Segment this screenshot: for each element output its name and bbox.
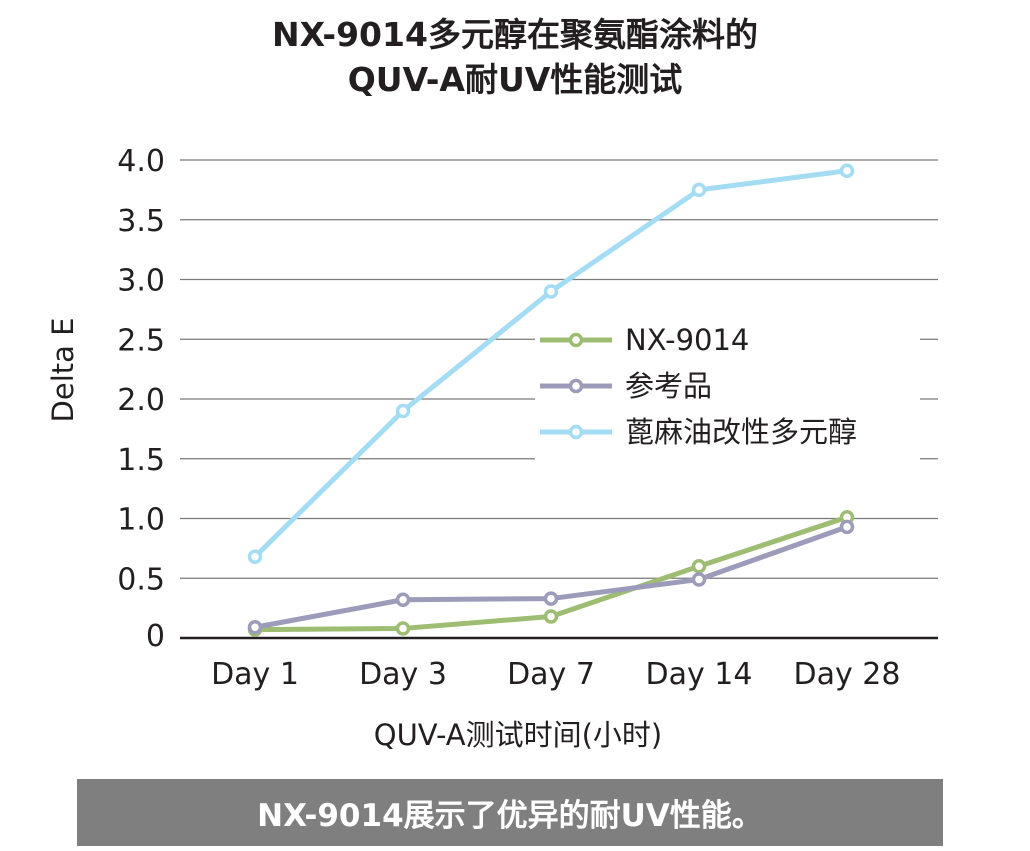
data-point: [543, 284, 559, 299]
line-chart: 00.51.01.52.02.53.03.54.0 Day 1 Day 3 Day …: [46, 144, 938, 752]
legend-entry: NX-9014: [625, 323, 749, 357]
series-lines: [247, 163, 855, 637]
y-axis-label: Delta E: [46, 318, 80, 423]
x-tick-label: Day 28: [794, 657, 901, 692]
legend-swatch-marker: [568, 332, 584, 348]
x-axis-label: QUV-A测试时间(小时): [374, 718, 663, 752]
y-tick-label: 3.5: [117, 204, 165, 239]
y-tick-label: 2.5: [117, 323, 165, 358]
chart-title-line-1: NX-9014多元醇在聚氨酯涂料的: [272, 15, 758, 54]
x-tick-labels: Day 1 Day 3 Day 7 Day 14 Day 28: [211, 657, 900, 692]
data-point: [395, 621, 411, 636]
chart-title-line-2: QUV-A耐UV性能测试: [347, 60, 683, 99]
y-tick-label: 1.5: [117, 443, 165, 478]
data-point: [839, 163, 855, 179]
data-point: [395, 403, 411, 419]
y-tick-labels: 0 0.5 1.0 1.5 2.0 2.5 3.0 3.5 4.0: [117, 144, 165, 654]
legend-entry: 参考品: [625, 369, 712, 403]
caption-text: NX-9014展示了优异的耐UV性能。: [257, 798, 763, 834]
y-tick-label: 1.0: [117, 503, 165, 538]
data-point: [247, 619, 263, 635]
y-tick-label: 4.0: [117, 144, 165, 179]
y-tick-label: 0: [146, 619, 165, 654]
y-tick-label: 0.5: [117, 562, 165, 597]
legend-entry: 蓖麻油改性多元醇: [625, 415, 857, 449]
data-point: [691, 572, 707, 587]
legend-swatch-marker: [568, 424, 584, 440]
data-point: [543, 591, 559, 606]
x-tick-label: Day 3: [359, 657, 447, 692]
data-point: [543, 609, 559, 624]
y-tick-label: 2.0: [117, 383, 165, 418]
legend-swatch-marker: [568, 378, 584, 394]
chart-title: NX-9014多元醇在聚氨酯涂料的 QUV-A耐UV性能测试: [0, 12, 1030, 102]
data-point: [839, 519, 855, 535]
data-point: [691, 182, 707, 198]
caption-banner: NX-9014展示了优异的耐UV性能。: [77, 779, 943, 846]
x-tick-label: Day 14: [646, 657, 753, 692]
x-tick-label: Day 1: [211, 657, 299, 692]
data-point: [247, 549, 263, 564]
y-tick-label: 3.0: [117, 264, 165, 299]
data-point: [691, 559, 707, 574]
data-point: [395, 592, 411, 608]
x-tick-label: Day 7: [507, 657, 595, 692]
